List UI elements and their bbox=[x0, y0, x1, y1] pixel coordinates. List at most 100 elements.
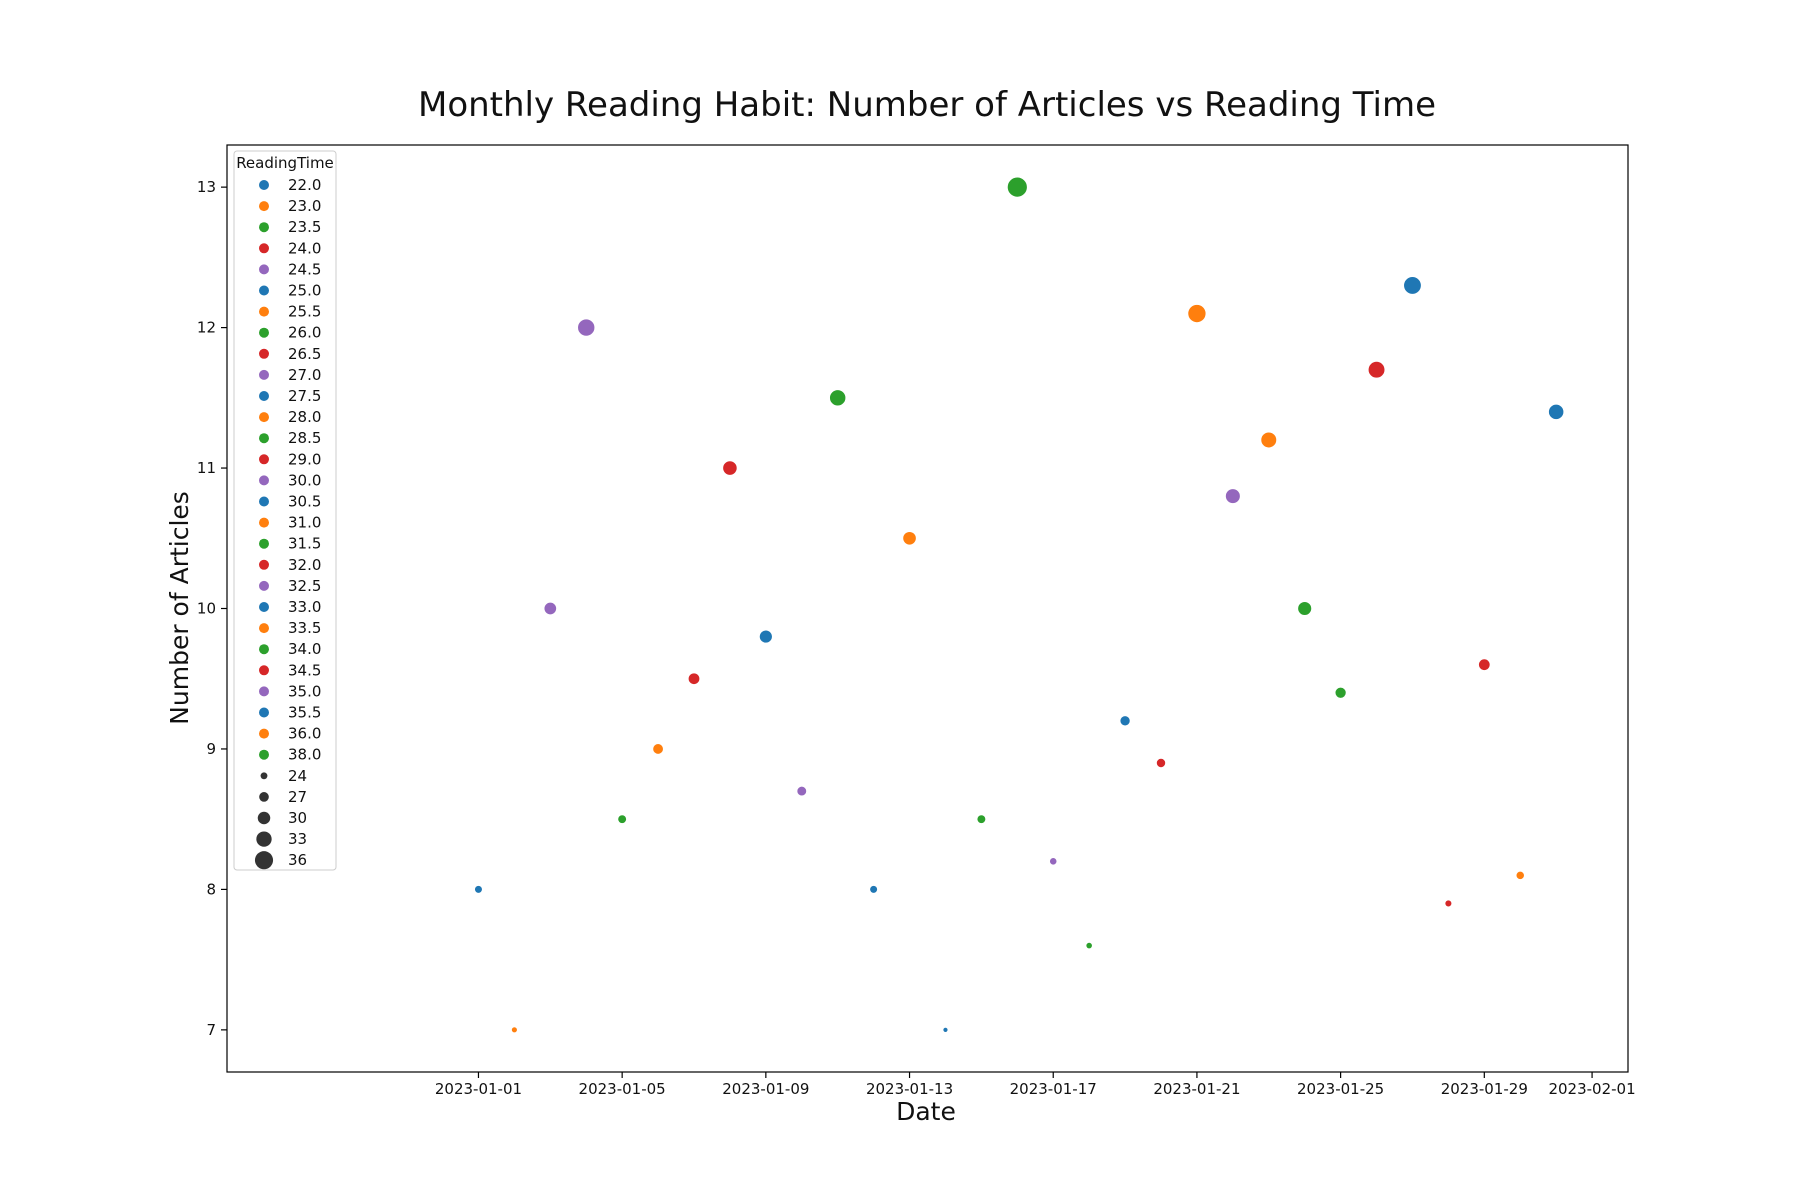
data-point bbox=[1006, 176, 1028, 198]
data-point bbox=[577, 318, 596, 337]
x-tick-label: 2023-01-13 bbox=[866, 1080, 953, 1098]
data-point bbox=[543, 601, 557, 616]
x-tick-label: 2023-01-05 bbox=[579, 1080, 666, 1098]
chart-title: Monthly Reading Habit: Number of Article… bbox=[418, 85, 1436, 125]
legend-size-marker bbox=[259, 792, 269, 802]
data-point bbox=[1444, 899, 1453, 908]
legend-hue-label: 27.5 bbox=[288, 387, 321, 405]
data-point bbox=[796, 785, 808, 797]
legend-hue-marker bbox=[259, 559, 269, 570]
data-point bbox=[1119, 715, 1131, 727]
data-point bbox=[1260, 431, 1278, 449]
legend-hue-marker bbox=[259, 454, 269, 465]
data-point bbox=[829, 389, 847, 407]
legend-hue-label: 25.0 bbox=[288, 282, 321, 300]
y-axis: 7 8 9 10 11 12 13 bbox=[197, 178, 227, 1039]
legend-hue-label: 36.0 bbox=[288, 725, 321, 743]
y-axis-label: Number of Articles bbox=[165, 491, 194, 725]
legend-hue-label: 34.5 bbox=[288, 661, 321, 679]
legend-size-marker bbox=[254, 851, 274, 870]
data-point bbox=[1515, 870, 1525, 880]
data-point bbox=[722, 460, 738, 476]
legend-hue-marker bbox=[259, 475, 269, 486]
legend-size-label: 27 bbox=[288, 788, 307, 806]
data-point bbox=[869, 885, 878, 894]
legend-size-label: 30 bbox=[288, 809, 307, 827]
legend-hue-label: 26.5 bbox=[288, 345, 321, 363]
data-point bbox=[1548, 403, 1565, 420]
x-tick-label: 2023-01-17 bbox=[1010, 1080, 1097, 1098]
legend-hue-label: 26.0 bbox=[288, 324, 321, 342]
x-tick-label: 2023-02-01 bbox=[1548, 1080, 1635, 1098]
data-point bbox=[652, 743, 664, 755]
legend-hue-label: 24.5 bbox=[288, 260, 321, 278]
legend-hue-label: 30.0 bbox=[288, 471, 321, 489]
legend-hue-marker bbox=[259, 306, 269, 317]
legend-hue-label: 38.0 bbox=[288, 746, 321, 764]
legend-title: ReadingTime bbox=[236, 154, 334, 172]
y-tick-label: 11 bbox=[197, 459, 216, 477]
x-tick-label: 2023-01-29 bbox=[1441, 1080, 1528, 1098]
legend-hue-marker bbox=[259, 433, 269, 444]
legend-size-marker bbox=[257, 811, 271, 825]
legend-hue-marker bbox=[259, 412, 269, 423]
legend-hue-marker bbox=[259, 327, 269, 338]
x-tick-label: 2023-01-09 bbox=[722, 1080, 809, 1098]
legend-hue-marker bbox=[259, 369, 269, 380]
x-tick-label: 2023-01-21 bbox=[1153, 1080, 1240, 1098]
legend-hue-label: 35.5 bbox=[288, 704, 321, 722]
legend-hue-marker bbox=[259, 496, 269, 507]
legend-hue-marker bbox=[259, 623, 269, 634]
legend-hue-marker bbox=[259, 602, 269, 612]
data-point bbox=[1297, 601, 1313, 616]
legend-size-label: 24 bbox=[288, 767, 307, 785]
legend-size-marker bbox=[256, 831, 272, 847]
legend-hue-marker bbox=[259, 517, 269, 528]
legend-hue-label: 32.0 bbox=[288, 556, 321, 574]
legend-size-marker bbox=[260, 772, 268, 780]
legend-hue-label: 31.5 bbox=[288, 535, 321, 553]
legend-hue-marker bbox=[259, 644, 269, 655]
legend-hue-marker bbox=[259, 749, 269, 760]
data-point bbox=[758, 629, 773, 644]
legend-hue-marker bbox=[259, 391, 269, 401]
legend: ReadingTime 22.0 23.0 23.5 24.0 24.5 25.0 25.5… bbox=[233, 150, 337, 871]
legend-hue-marker bbox=[259, 538, 269, 549]
legend-hue-marker bbox=[259, 201, 269, 212]
x-axis: 2023-01-01 2023-01-05 2023-01-09 2023-01-13… bbox=[435, 1072, 1636, 1098]
legend-hue-marker bbox=[259, 285, 269, 296]
legend-hue-label: 29.0 bbox=[288, 450, 321, 468]
data-point bbox=[976, 814, 987, 824]
data-point bbox=[1367, 360, 1386, 379]
data-point bbox=[1225, 488, 1241, 504]
data-points bbox=[474, 176, 1565, 1034]
data-point bbox=[1155, 757, 1167, 769]
data-point bbox=[1478, 658, 1491, 671]
data-point bbox=[1049, 857, 1058, 866]
legend-size-label: 36 bbox=[288, 851, 307, 869]
legend-hue-label: 32.5 bbox=[288, 577, 321, 595]
legend-hue-marker bbox=[259, 222, 269, 233]
y-tick-label: 12 bbox=[197, 319, 216, 337]
legend-hue-marker bbox=[259, 665, 269, 676]
data-point bbox=[1334, 686, 1347, 699]
legend-hue-label: 27.0 bbox=[288, 366, 321, 384]
legend-hue-label: 23.0 bbox=[288, 197, 321, 215]
legend-hue-label: 30.5 bbox=[288, 493, 321, 511]
data-point bbox=[511, 1026, 518, 1034]
data-point bbox=[1187, 304, 1207, 324]
y-tick-label: 13 bbox=[197, 178, 216, 196]
y-tick-label: 10 bbox=[197, 600, 216, 618]
legend-hue-marker bbox=[259, 580, 269, 591]
legend-hue-label: 22.0 bbox=[288, 176, 321, 194]
legend-hue-label: 25.5 bbox=[288, 303, 321, 321]
data-point bbox=[902, 531, 917, 546]
legend-hue-label: 23.5 bbox=[288, 218, 321, 236]
legend-hue-marker bbox=[259, 180, 269, 190]
legend-hue-marker bbox=[259, 686, 269, 697]
legend-size-label: 33 bbox=[288, 830, 307, 848]
data-point bbox=[1085, 941, 1093, 950]
x-axis-label: Date bbox=[896, 1097, 956, 1126]
legend-hue-label: 34.0 bbox=[288, 640, 321, 658]
